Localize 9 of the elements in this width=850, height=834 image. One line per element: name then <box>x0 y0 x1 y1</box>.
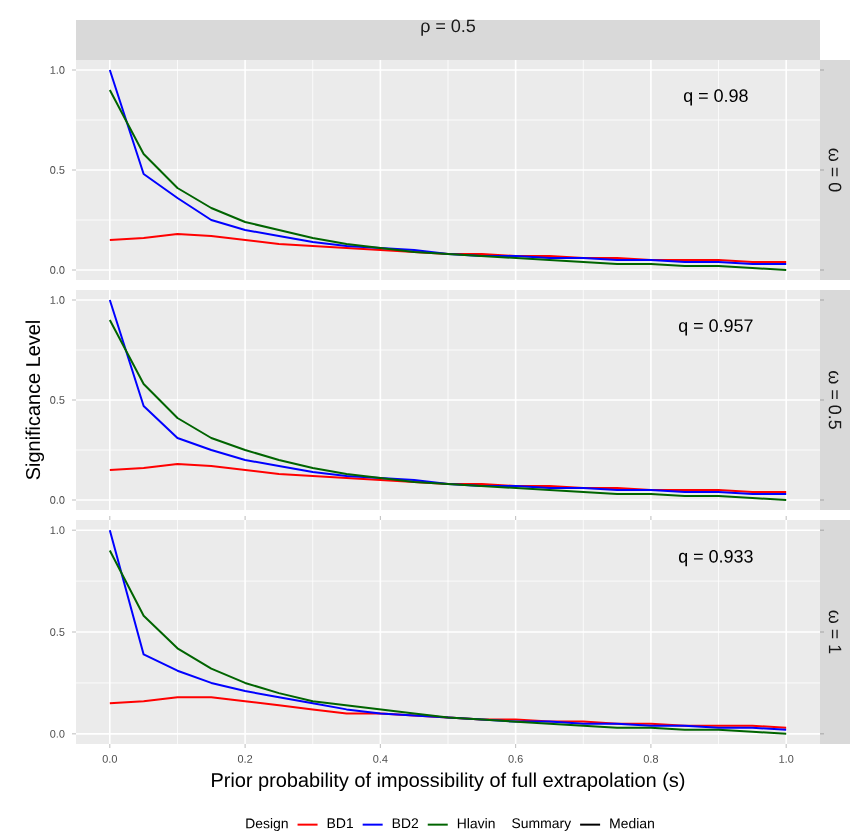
text: ω = 0.5 <box>828 371 842 429</box>
text: ω = 1 <box>828 610 842 654</box>
annotation: q = 0.933 <box>678 549 753 567</box>
chart-title: ρ = 0.5 <box>421 19 476 36</box>
annotation: q = 0.957 <box>678 319 753 336</box>
x-axis-title: Prior probability of impossibility of full extrapolation (s) <box>212 772 685 792</box>
annotation: q = 0.98 <box>683 89 748 106</box>
text: ω = 0 <box>828 148 842 192</box>
y-axis-title: Significance Level <box>25 321 45 480</box>
